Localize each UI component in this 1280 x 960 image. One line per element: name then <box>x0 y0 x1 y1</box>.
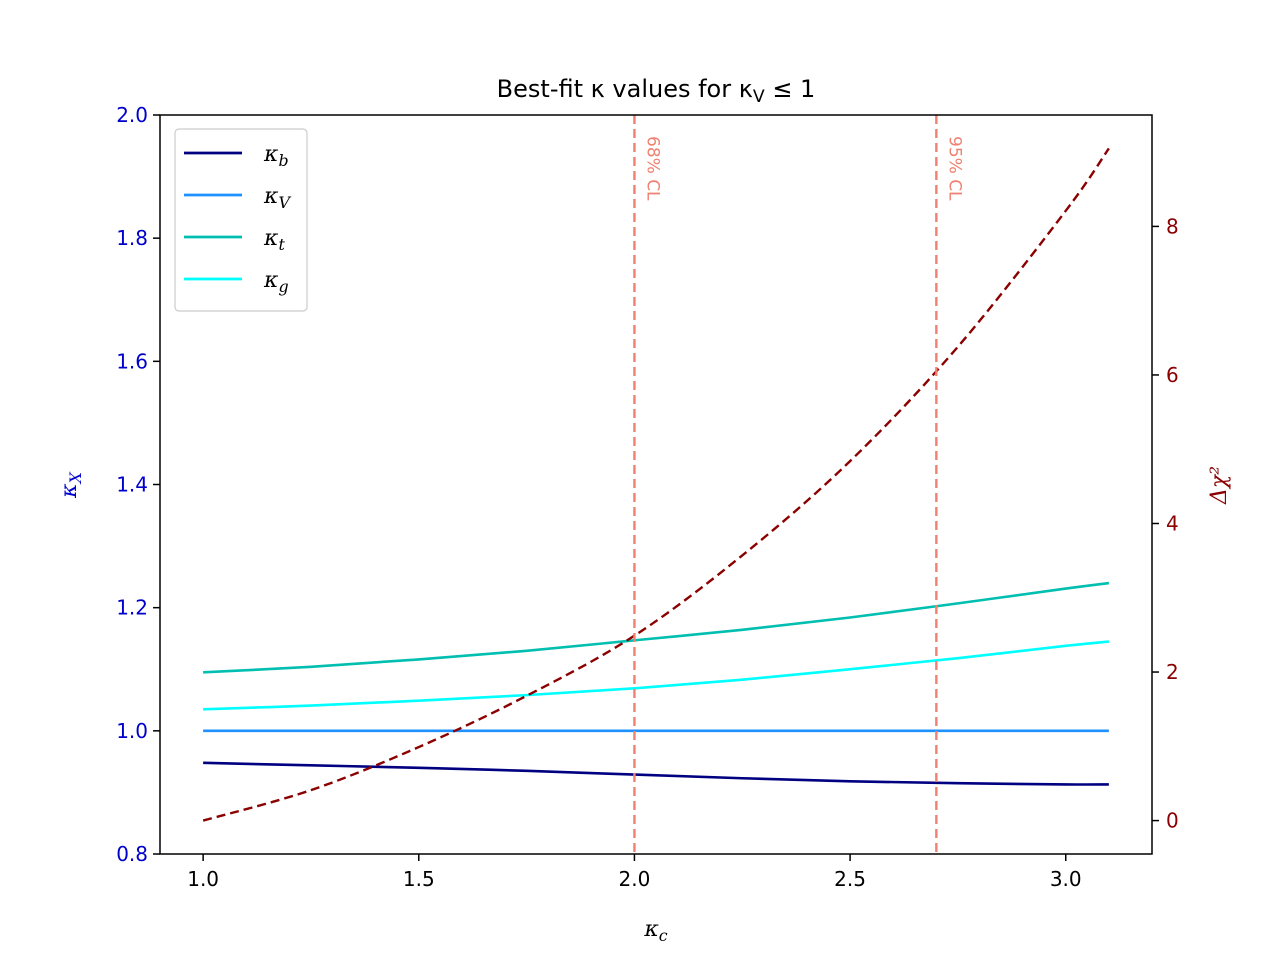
series-line-delta-chi2 <box>202 147 1110 822</box>
y-left-tick-label: 1.4 <box>116 473 148 497</box>
x-axis: 1.0 1.5 2.0 2.5 3.0 <box>187 854 1082 891</box>
legend-entries: κb​ κV​ κt​ κg​ <box>184 142 291 296</box>
x-tick-label: 2.5 <box>834 867 866 891</box>
y-left-tick-label: 2.0 <box>116 103 148 127</box>
y-left-tick-label: 1.2 <box>116 596 148 620</box>
x-tick-label: 1.0 <box>187 867 219 891</box>
legend-label: κt​ <box>263 226 285 254</box>
series-line-b <box>203 761 1109 786</box>
series-line-g <box>203 640 1109 711</box>
y-right-tick-label: 0 <box>1166 809 1179 833</box>
legend-label: κV​ <box>263 184 291 212</box>
y-axis-left: 0.8 1.0 1.2 1.4 1.6 1.8 2.0 <box>116 103 160 866</box>
y-right-tick-label: 4 <box>1166 511 1179 535</box>
y-left-tick-label: 1.8 <box>116 226 148 250</box>
x-axis-label: κc​ <box>643 917 667 945</box>
chart-title: Best-fit κ values for κV​ ≤ 1 <box>497 75 816 107</box>
y-right-tick-label: 8 <box>1166 214 1179 238</box>
x-tick-label: 2.0 <box>619 867 651 891</box>
y-axis-right: 0 2 4 6 8 <box>1152 214 1179 833</box>
y-axis-right-label: Δχ² <box>1207 466 1232 505</box>
series-layer <box>202 147 1110 822</box>
y-left-tick-label: 1.0 <box>116 719 148 743</box>
y-right-tick-label: 6 <box>1166 363 1179 387</box>
series-line-t <box>203 581 1110 674</box>
confidence-lines: 68% CL 95% CL <box>633 115 964 854</box>
x-tick-label: 3.0 <box>1050 867 1082 891</box>
legend-label: κg​ <box>263 268 289 296</box>
legend-label: κb​ <box>263 142 289 170</box>
x-tick-label: 1.5 <box>403 867 435 891</box>
y-left-tick-label: 0.8 <box>116 842 148 866</box>
y-axis-left-label: κX​ <box>57 471 85 498</box>
y-left-tick-label: 1.6 <box>116 349 148 373</box>
legend: κb​ κV​ κt​ κg​ <box>174 128 308 312</box>
legend-frame <box>174 128 308 312</box>
cl-label: 95% CL <box>944 136 964 201</box>
cl-label: 68% CL <box>642 136 662 201</box>
y-right-tick-label: 2 <box>1166 660 1179 684</box>
